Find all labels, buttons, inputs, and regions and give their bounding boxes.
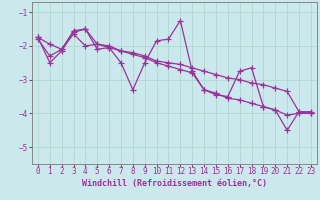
X-axis label: Windchill (Refroidissement éolien,°C): Windchill (Refroidissement éolien,°C): [82, 179, 267, 188]
